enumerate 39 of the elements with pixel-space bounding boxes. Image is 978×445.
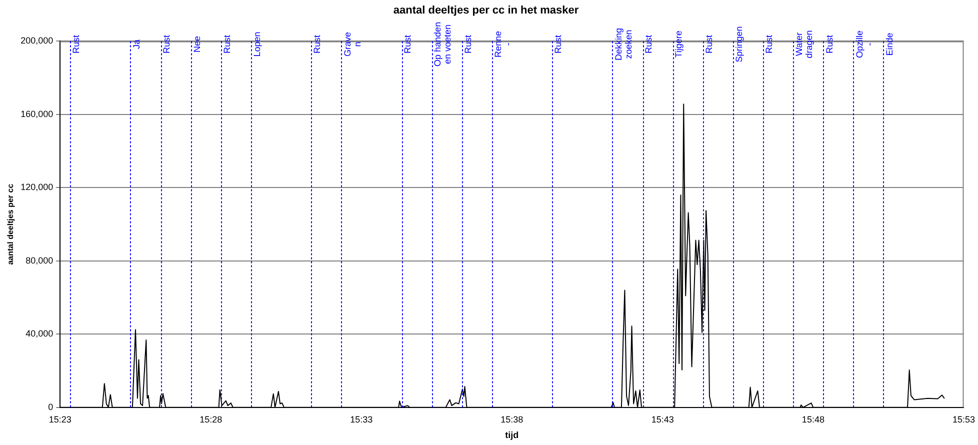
ref-line-label: Water dragen [794, 30, 814, 58]
ref-line-label: Tijgere [674, 30, 684, 58]
x-axis-title: tijd [505, 430, 519, 440]
ref-line-label: Rust [402, 34, 412, 54]
y-tick-label: 120,000 [20, 182, 54, 192]
ref-line-label: Rust [644, 34, 654, 54]
y-tick-label: 40,000 [26, 328, 54, 339]
ref-line-label: Einde [884, 32, 894, 56]
ref-line-label: Rust [462, 34, 473, 54]
y-tick-label: 0 [48, 402, 54, 412]
x-tick-label: 15:53 [952, 414, 976, 424]
ref-line-label: Lopen [252, 32, 262, 57]
x-tick-label: 15:28 [200, 414, 222, 424]
ref-line-label: Opzille - [854, 30, 874, 58]
ref-line-label: Dekking zoeken [613, 28, 634, 60]
ref-line-label: Grave n [342, 32, 362, 56]
y-tick-label: 200,000 [20, 36, 54, 46]
chart-title: aantal deeltjes per cc in het masker [393, 4, 580, 17]
y-tick-label: 80,000 [26, 255, 54, 266]
x-tick-label: 15:38 [500, 414, 524, 424]
x-tick-label: 15:33 [350, 414, 373, 424]
ref-line-label: Rust [71, 34, 82, 54]
ref-line-label: Rust [162, 34, 172, 54]
ref-line-label: Op handen en voeten [432, 22, 453, 66]
ref-line-label: Rust [222, 34, 232, 54]
ref-line-label: Ja [131, 39, 142, 49]
y-axis-title: aantal deeltjes per cc [6, 183, 16, 265]
x-tick-label: 15:48 [802, 414, 824, 424]
ref-line-label: Rust [704, 34, 714, 54]
ref-line-label: Rust [312, 34, 322, 54]
y-tick-label: 160,000 [20, 108, 54, 119]
ref-line-label: Rust [764, 34, 774, 54]
ref-line-label: Rust [553, 34, 564, 54]
x-tick-label: 15:43 [651, 414, 674, 424]
ref-line-label: Nee [192, 36, 202, 52]
x-tick-label: 15:23 [48, 414, 72, 424]
ref-line-label: Renne - [492, 30, 513, 58]
ref-line-label: Rust [824, 34, 834, 54]
ref-line-label: Springen [734, 26, 744, 62]
